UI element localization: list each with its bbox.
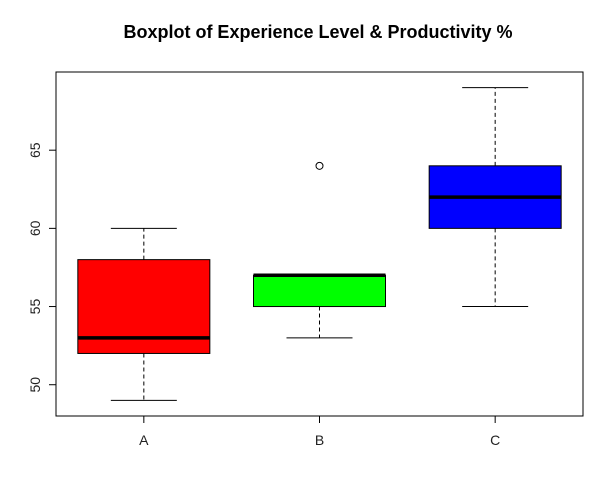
y-tick-label: 60 bbox=[27, 220, 43, 236]
y-tick-label: 50 bbox=[27, 377, 43, 393]
box-iqr bbox=[253, 274, 386, 308]
y-tick-label: 65 bbox=[27, 142, 43, 158]
y-axis: 50 55 60 65 bbox=[27, 142, 56, 393]
outlier-point bbox=[315, 161, 324, 170]
boxes-layer bbox=[77, 87, 562, 401]
box-a bbox=[77, 227, 211, 401]
y-tick-label: 55 bbox=[27, 299, 43, 315]
chart-title: Boxplot of Experience Level & Productivi… bbox=[123, 22, 512, 42]
box-b bbox=[253, 161, 386, 339]
x-tick-label: B bbox=[315, 432, 324, 448]
x-axis: A B C bbox=[139, 416, 500, 448]
x-tick-label: A bbox=[139, 432, 149, 448]
plot-frame bbox=[55, 71, 584, 417]
x-tick-label: C bbox=[490, 432, 500, 448]
box-c bbox=[428, 87, 562, 308]
